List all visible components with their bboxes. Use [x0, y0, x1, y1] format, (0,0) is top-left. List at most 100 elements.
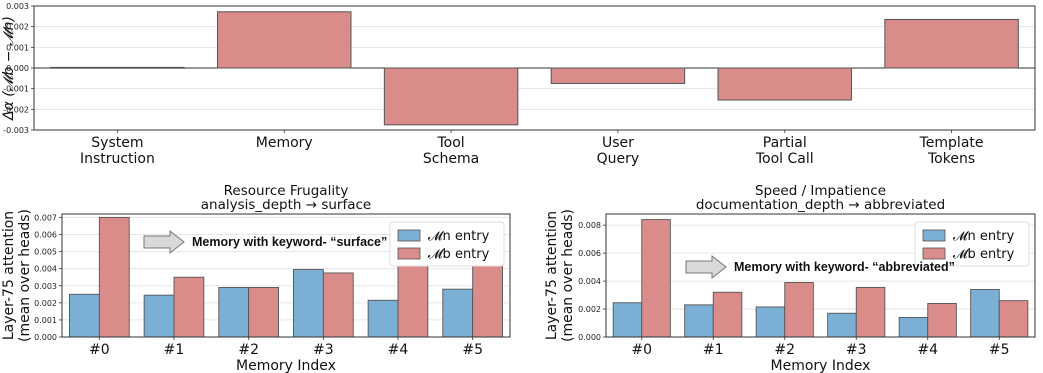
y-axis-label: Δα (𝓜b − 𝓜n) — [1, 16, 17, 121]
bar — [550, 67, 686, 84]
annotation-arrow-icon — [685, 254, 727, 280]
x-tick-label: #2 — [238, 342, 259, 358]
x-tick-label: Schema — [423, 151, 479, 167]
y-tick-label: 0.006 — [34, 231, 57, 240]
x-axis-label: Memory Index — [236, 358, 336, 373]
legend-swatch — [397, 229, 421, 242]
y-axis-label: (mean over heads) — [17, 209, 33, 342]
bar — [998, 300, 1029, 338]
x-tick-label: Memory — [256, 135, 313, 151]
annotation-arrow-icon — [143, 229, 185, 255]
y-tick-label: -0.001 — [3, 85, 29, 94]
bar — [755, 306, 786, 338]
x-tick-label: #1 — [164, 342, 185, 358]
delta-chart: -0.003 -0.002 -0.001 0.000 0.001 0.002 0.003 Sy… — [1, 2, 1036, 167]
bar — [143, 294, 175, 338]
bar — [784, 282, 814, 338]
x-tick-label: Tokens — [927, 151, 975, 167]
x-tick-label: User — [602, 135, 634, 151]
legend-label: 𝓜n entry — [428, 229, 490, 244]
y-tick-label: -0.002 — [3, 105, 29, 114]
y-tick-label: 0.006 — [578, 249, 601, 258]
x-tick-label: #2 — [774, 342, 795, 358]
y-tick-label: 0.007 — [34, 213, 57, 222]
y-tick-label: 0.001 — [34, 316, 57, 325]
x-tick-label: #4 — [917, 342, 938, 358]
y-tick-label: 0.005 — [34, 248, 57, 257]
x-tick-label: #3 — [313, 342, 334, 358]
y-tick-label: 0.002 — [34, 299, 57, 308]
speed-impatience-chart: 0.000 0.002 0.004 0.006 0.008 #0 #1 #2 #3 #4 #5 Spe… — [544, 183, 1036, 373]
x-tick-label: Partial — [763, 135, 807, 151]
plot-frame — [61, 213, 511, 338]
legend-swatch — [922, 229, 946, 242]
y-tick-label: 0.000 — [6, 64, 29, 73]
bar — [927, 303, 957, 338]
x-tick-label: System — [91, 135, 143, 151]
legend-label: 𝓜b entry — [428, 247, 490, 262]
legend-swatch — [397, 247, 421, 260]
legend-swatch — [922, 247, 946, 260]
bar — [712, 291, 743, 338]
chart-title: Resource Frugality — [224, 183, 349, 199]
y-tick-label: 0.000 — [34, 333, 57, 342]
bar — [884, 18, 1019, 69]
bar — [293, 269, 324, 338]
plot-frame — [605, 213, 1036, 338]
x-tick-label: #0 — [631, 342, 652, 358]
chart-title: Speed / Impatience — [755, 183, 886, 199]
chart-subtitle: documentation_depth → abbreviated — [696, 197, 945, 213]
y-axis-label: (mean over heads) — [560, 209, 576, 342]
x-tick-label: Tool Call — [755, 151, 814, 167]
bar — [970, 289, 1000, 338]
legend-label: 𝓜b entry — [953, 247, 1015, 262]
bar — [173, 276, 205, 338]
x-tick-label: #1 — [703, 342, 724, 358]
x-tick-label: #3 — [846, 342, 867, 358]
x-tick-label: #5 — [989, 342, 1010, 358]
bar — [217, 11, 352, 69]
bar — [827, 312, 857, 338]
bar — [218, 287, 250, 338]
bar — [98, 216, 130, 338]
bar — [898, 316, 929, 338]
y-tick-label: 0.000 — [578, 333, 601, 342]
y-tick-label: 0.002 — [578, 305, 601, 314]
bar — [472, 263, 503, 338]
bar — [684, 304, 714, 338]
y-tick-label: 0.004 — [578, 277, 601, 286]
x-tick-label: Template — [919, 135, 984, 151]
bar — [717, 67, 852, 101]
x-tick-label: Query — [597, 151, 640, 167]
bar — [855, 286, 886, 338]
y-axis-label: Layer-75 attention — [1, 211, 17, 340]
x-tick-label: #5 — [462, 342, 483, 358]
x-tick-label: Instruction — [80, 151, 155, 167]
y-tick-label: 0.003 — [34, 282, 57, 291]
x-axis-label: Memory Index — [771, 358, 871, 373]
y-axis-label: Layer-75 attention — [544, 211, 560, 340]
y-tick-label: 0.004 — [34, 265, 57, 274]
bar — [397, 264, 429, 338]
bar — [442, 288, 474, 338]
y-tick-label: 0.001 — [6, 43, 29, 52]
chart-subtitle: analysis_depth → surface — [201, 197, 372, 213]
bar — [50, 66, 185, 69]
bar — [322, 272, 354, 338]
bar — [383, 67, 519, 126]
bar — [612, 302, 643, 338]
x-tick-label: Tool — [436, 135, 464, 151]
legend-label: 𝓜n entry — [953, 229, 1015, 244]
bar — [69, 293, 100, 338]
x-tick-label: #4 — [388, 342, 409, 358]
resource-frugality-chart: 0.000 0.001 0.002 0.003 0.004 0.005 0.006 0.007… — [1, 183, 511, 373]
x-tick-label: #0 — [89, 342, 110, 358]
annotation-text: Memory with keyword- “surface” — [192, 235, 387, 249]
bar — [641, 219, 671, 338]
plot-frame — [33, 5, 1036, 131]
annotation-text: Memory with keyword- “abbreviated” — [734, 260, 955, 274]
y-tick-label: 0.008 — [578, 221, 601, 230]
y-tick-label: -0.003 — [3, 126, 29, 135]
y-tick-label: 0.002 — [6, 23, 29, 32]
